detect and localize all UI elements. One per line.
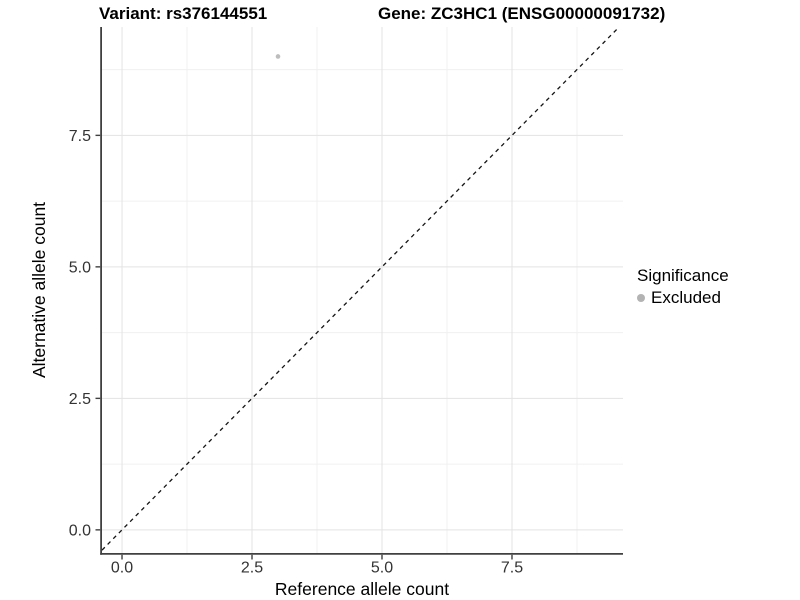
excluded-marker-icon	[637, 294, 645, 302]
x-tick-label: 2.5	[241, 560, 263, 577]
legend-title: Significance	[637, 266, 729, 285]
legend-item-label: Excluded	[651, 288, 721, 307]
y-tick-label: 7.5	[69, 128, 91, 145]
tick-labels: 0.0 2.5 5.0 7.5 0.0 2.5 5.0 7.5	[69, 128, 523, 577]
legend-item-excluded: Excluded	[637, 288, 729, 308]
data-point	[275, 54, 281, 59]
y-tick-label: 0.0	[69, 522, 91, 539]
plot-title-variant: Variant: rs376144551	[99, 4, 268, 23]
x-axis-title: Reference allele count	[275, 579, 449, 599]
plot-marks	[101, 26, 620, 551]
y-tick-label: 5.0	[69, 259, 91, 276]
identity-reference-line	[101, 26, 620, 551]
legend: Significance Excluded	[637, 266, 729, 308]
y-tick-label: 2.5	[69, 391, 91, 408]
x-tick-label: 7.5	[501, 560, 523, 577]
major-gridlines	[102, 27, 623, 553]
minor-gridlines	[102, 27, 623, 553]
axis-lines-and-ticks	[95, 27, 623, 560]
x-tick-label: 5.0	[371, 560, 393, 577]
plot-title-gene: Gene: ZC3HC1 (ENSG00000091732)	[378, 4, 666, 23]
x-tick-label: 0.0	[111, 560, 133, 577]
y-axis-title: Alternative allele count	[29, 202, 49, 378]
